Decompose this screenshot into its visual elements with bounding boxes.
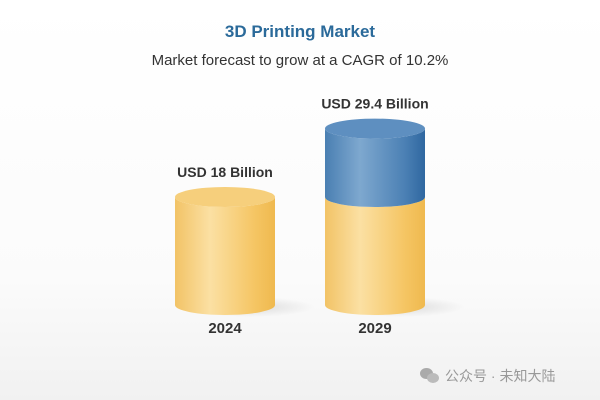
data-label: USD 18 Billion (177, 164, 273, 180)
watermark: 公众号 · 未知大陆 (420, 366, 555, 386)
watermark-text: 公众号 · 未知大陆 (445, 368, 556, 384)
data-label: USD 29.4 Billion (321, 96, 428, 112)
chart-subtitle: Market forecast to grow at a CAGR of 10.… (151, 52, 449, 69)
chart-title: 3D Printing Market (224, 22, 376, 41)
bar-2024-top (175, 187, 275, 207)
x-tick-label: 2029 (358, 320, 391, 337)
bar-base-2029-body (325, 197, 425, 315)
bar-growth-2029-body (325, 128, 425, 207)
bar-2024-body (175, 197, 275, 315)
bar-growth-2029-top (325, 118, 425, 139)
x-tick-label: 2024 (208, 320, 242, 337)
wechat-icon (420, 368, 440, 384)
